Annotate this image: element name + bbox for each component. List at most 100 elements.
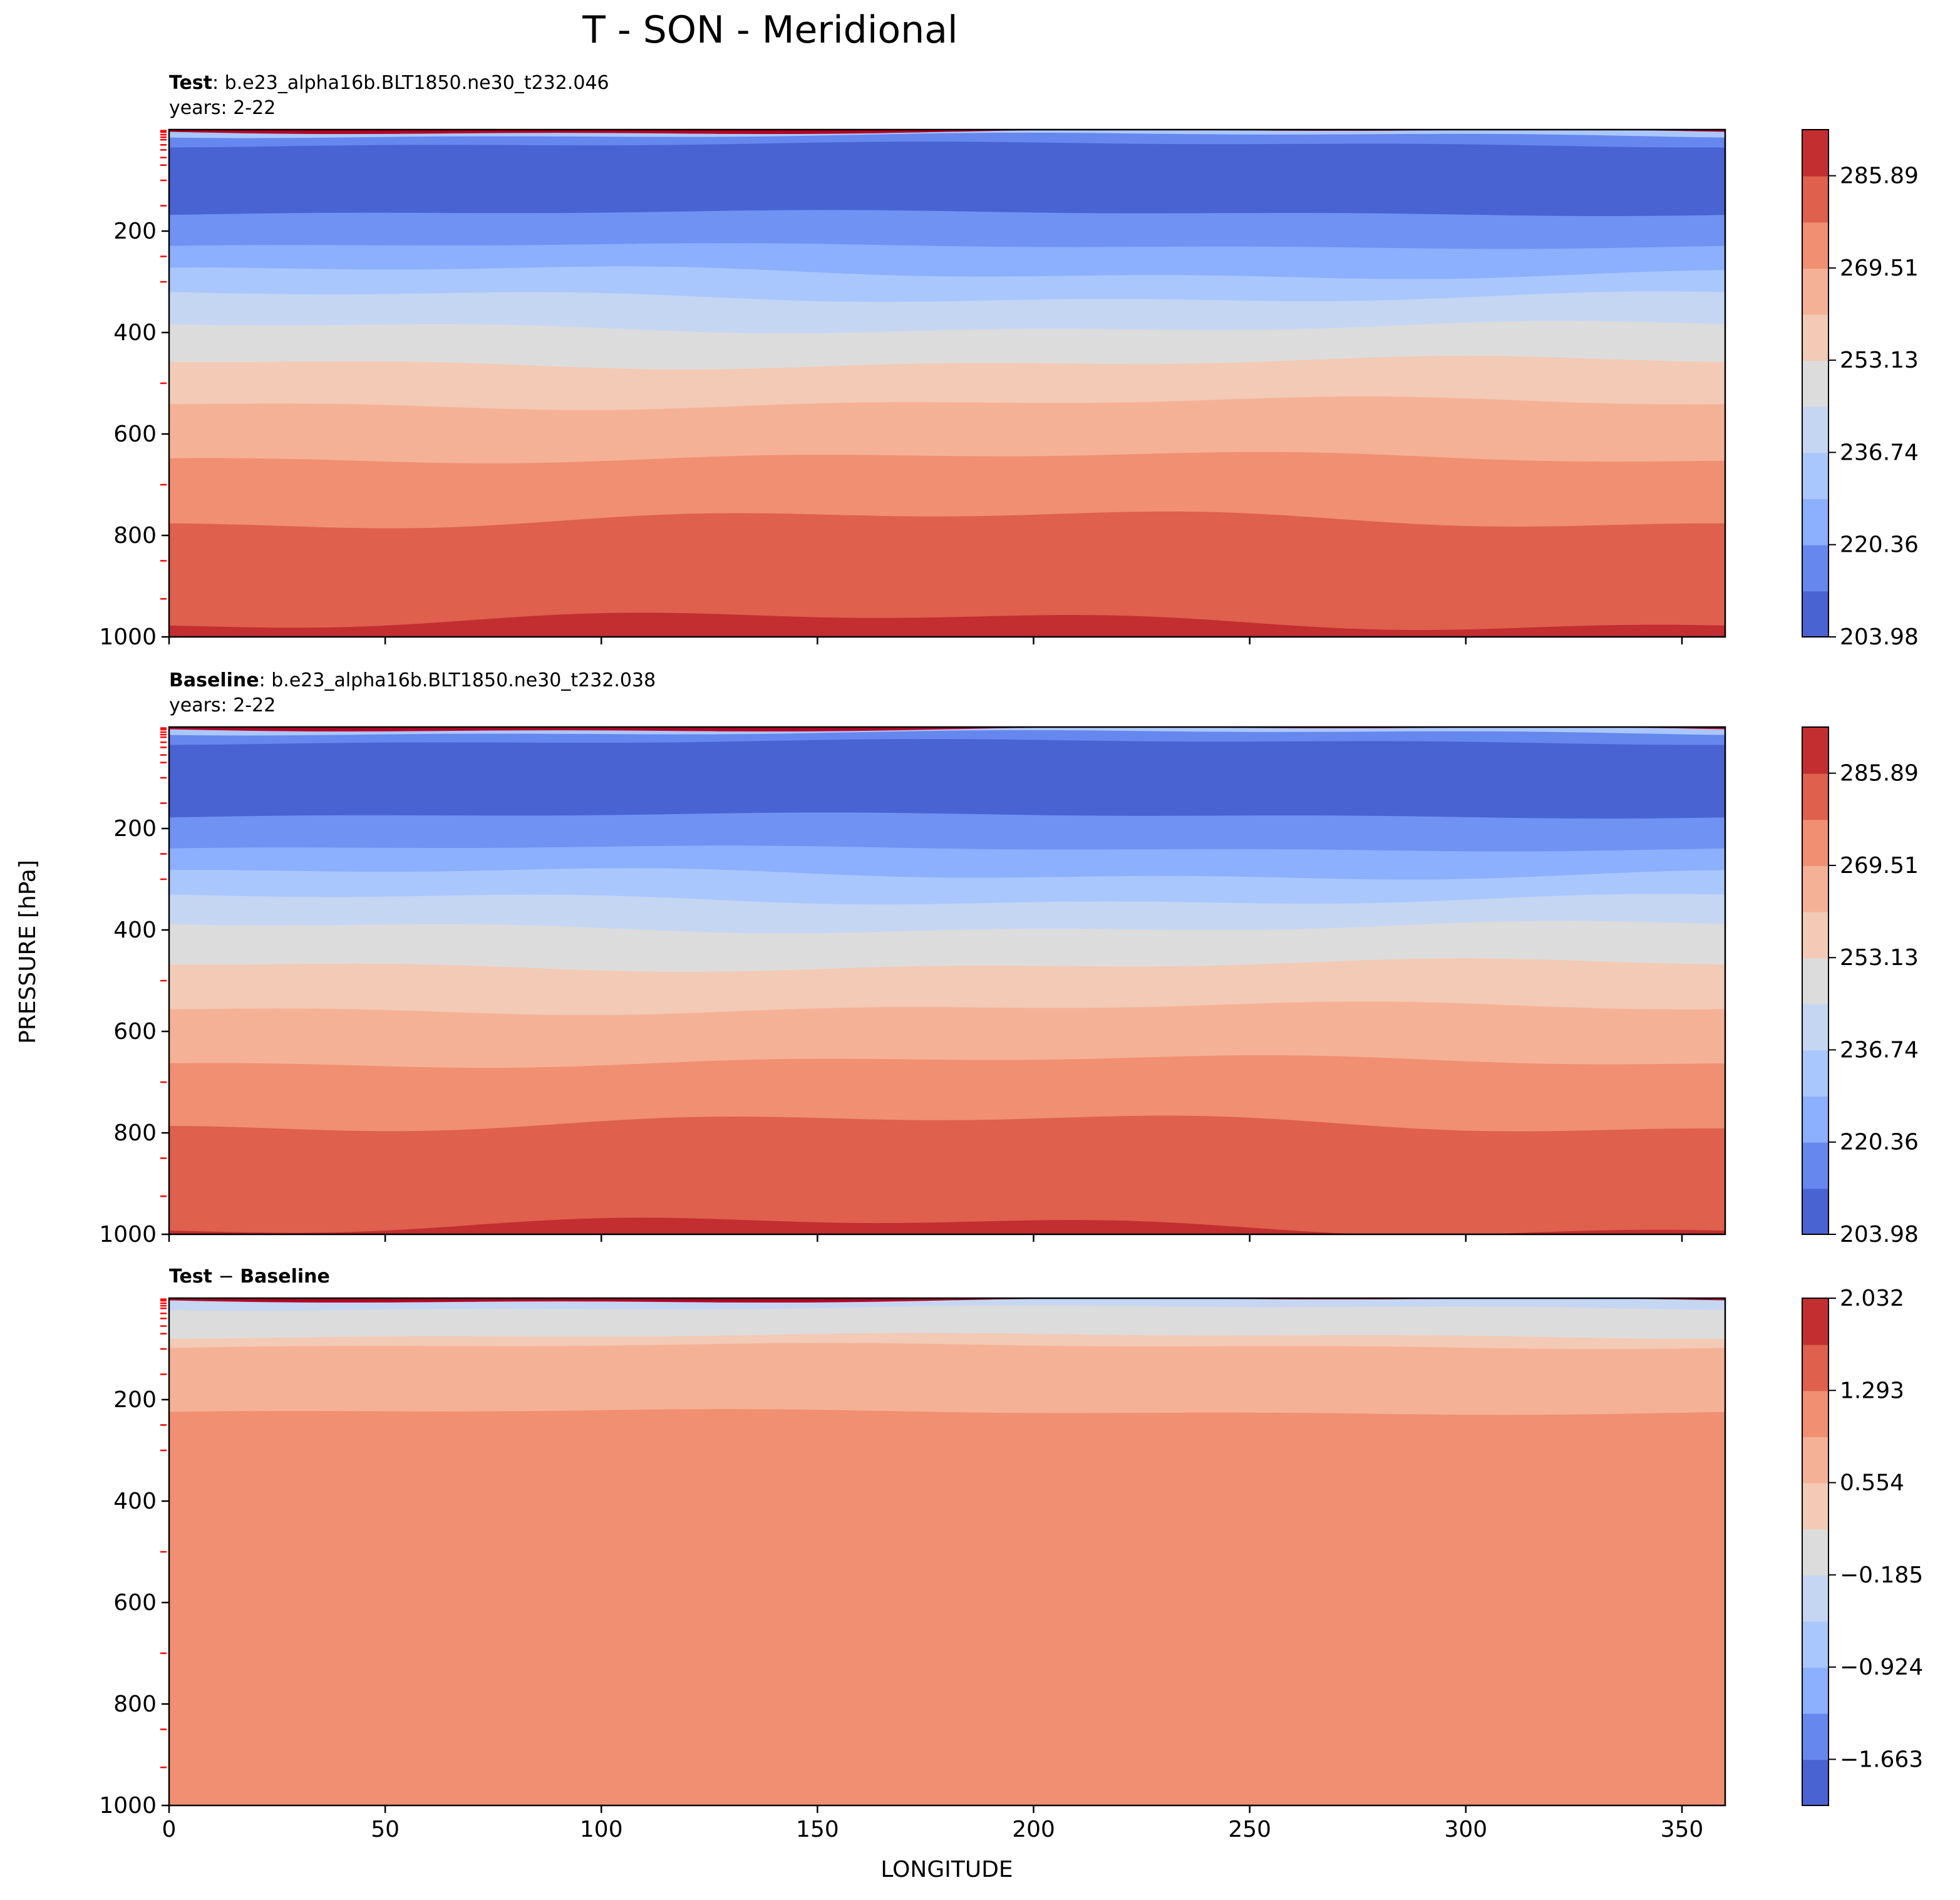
colorbar-segment xyxy=(1802,1344,1828,1391)
colorbar-segment xyxy=(1802,544,1828,592)
colorbar-tick-label: 203.98 xyxy=(1840,1222,1919,1247)
colorbar-segment xyxy=(1802,1298,1828,1345)
panel-diff-title: Test − Baseline xyxy=(169,1266,330,1288)
y-tick-label: 200 xyxy=(113,816,157,842)
contour-band-peach2 xyxy=(168,1343,1726,1416)
colorbar-segment xyxy=(1802,1482,1828,1530)
colorbar-segment xyxy=(1802,773,1828,820)
y-tick-label: 800 xyxy=(113,523,157,549)
colorbar-segment xyxy=(1802,1390,1828,1437)
y-tick-label: 400 xyxy=(113,917,157,943)
y-tick-label: 200 xyxy=(113,1387,157,1413)
colorbar-segment xyxy=(1802,865,1828,912)
colorbar-segment xyxy=(1802,314,1828,361)
y-tick-label: 1000 xyxy=(99,624,157,650)
panel-diff-title-bold2: Baseline xyxy=(240,1266,330,1288)
colorbar-tick-label: 269.51 xyxy=(1840,256,1919,281)
colorbar-tick-label: −0.185 xyxy=(1840,1562,1923,1588)
y-tick-label: 800 xyxy=(113,1691,157,1717)
y-tick-label: 1000 xyxy=(99,1793,157,1819)
panel-test-plot xyxy=(168,129,1726,638)
contour-band-blue2 xyxy=(168,210,1726,250)
y-tick-label: 600 xyxy=(113,421,157,447)
colorbar-tick-label: 253.13 xyxy=(1840,348,1919,373)
colorbar-frame xyxy=(1802,726,1829,1235)
colorbar-tick-label: 236.74 xyxy=(1840,440,1919,465)
colorbar-segment xyxy=(1802,819,1828,866)
colorbar-segment xyxy=(1802,958,1828,1004)
panel-test-colorbar: 203.98 220.36 236.74 253.13 269.51 285.89 xyxy=(1802,129,1919,650)
x-tick-label: 350 xyxy=(1661,1817,1704,1842)
colorbar-tick-label: 285.89 xyxy=(1840,761,1919,787)
y-tick-label: 400 xyxy=(113,1489,157,1514)
panel-diff-colorbar: −1.663 −0.924 −0.185 0.554 1.293 2.032 xyxy=(1802,1286,1923,1806)
panel-test: Test: b.e23_alpha16b.BLT1850.ne30_t232.0… xyxy=(99,72,1919,650)
x-tick-label: 0 xyxy=(162,1817,177,1842)
contour-band-darkest xyxy=(168,142,1726,217)
y-tick-label: 600 xyxy=(113,1019,157,1045)
colorbar-segment xyxy=(1802,1003,1828,1051)
colorbar-segment xyxy=(1802,727,1828,774)
colorbar-segment xyxy=(1802,1667,1828,1714)
colorbar-tick-label: 269.51 xyxy=(1840,853,1919,879)
panel-baseline: Baseline: b.e23_alpha16b.BLT1850.ne30_t2… xyxy=(99,669,1919,1247)
contour-band-salmon xyxy=(168,1409,1726,1806)
panel-baseline-plot xyxy=(168,726,1726,1235)
colorbar-segment xyxy=(1802,222,1828,269)
y-axis-label: PRESSURE [hPa] xyxy=(15,860,41,1044)
colorbar-segment xyxy=(1802,1096,1828,1143)
contour-band-blue2 xyxy=(168,812,1726,852)
colorbar-segment xyxy=(1802,1621,1828,1668)
plot-frame xyxy=(168,128,1726,638)
colorbar-tick-label: −0.924 xyxy=(1840,1655,1923,1680)
contour-band-darkest xyxy=(168,739,1726,820)
plot-frame xyxy=(168,726,1726,1236)
colorbar-tick-label: 1.293 xyxy=(1840,1378,1904,1403)
x-tick-label: 100 xyxy=(580,1817,623,1842)
panel-baseline-title: Baseline: b.e23_alpha16b.BLT1850.ne30_t2… xyxy=(169,669,656,691)
colorbar-segment xyxy=(1802,1050,1828,1097)
x-tick-label: 50 xyxy=(371,1817,400,1842)
contour-band-peach2 xyxy=(168,1001,1726,1069)
panel-baseline-title-bold: Baseline xyxy=(169,669,259,691)
x-tick-label: 200 xyxy=(1012,1817,1055,1842)
panel-diff-plot xyxy=(168,1298,1726,1806)
colorbar-frame xyxy=(1802,129,1829,638)
colorbar-tick-label: 236.74 xyxy=(1840,1037,1919,1063)
colorbar-segment xyxy=(1802,452,1828,500)
panel-test-title-rest: : b.e23_alpha16b.BLT1850.ne30_t232.046 xyxy=(212,72,609,94)
colorbar-tick-label: 285.89 xyxy=(1840,163,1919,189)
colorbar-segment xyxy=(1802,360,1828,407)
y-tick-label: 600 xyxy=(113,1590,157,1616)
panel-baseline-colorbar: 203.98 220.36 236.74 253.13 269.51 285.89 xyxy=(1802,726,1919,1247)
colorbar-segment xyxy=(1802,267,1828,315)
panel-test-years: years: 2-22 xyxy=(169,97,276,119)
panel-diff-title-bold: Test xyxy=(169,1266,212,1288)
colorbar-tick-label: 0.554 xyxy=(1840,1470,1904,1496)
contour-band-red1 xyxy=(168,511,1726,631)
colorbar-frame xyxy=(1802,1298,1829,1806)
contour-band-peach2 xyxy=(168,396,1726,464)
colorbar-tick-label: 203.98 xyxy=(1840,624,1919,650)
figure-suptitle: T - SON - Meridional xyxy=(582,8,957,52)
y-tick-label: 800 xyxy=(113,1120,157,1146)
colorbar-tick-label: −1.663 xyxy=(1840,1747,1923,1772)
plot-frame xyxy=(168,1297,1726,1807)
colorbar-segment xyxy=(1802,911,1828,959)
y-tick-label: 1000 xyxy=(99,1222,157,1247)
y-tick-label: 400 xyxy=(113,320,157,346)
colorbar-segment xyxy=(1802,175,1828,223)
panel-test-title-bold: Test xyxy=(169,72,212,94)
panel-baseline-title-rest: : b.e23_alpha16b.BLT1850.ne30_t232.038 xyxy=(259,669,656,691)
colorbar-segment xyxy=(1802,1188,1828,1235)
colorbar-segment xyxy=(1802,591,1828,638)
colorbar-tick-label: 220.36 xyxy=(1840,532,1919,558)
colorbar-tick-label: 2.032 xyxy=(1840,1286,1904,1311)
colorbar-segment xyxy=(1802,1436,1828,1484)
colorbar-segment xyxy=(1802,498,1828,545)
colorbar-segment xyxy=(1802,1759,1828,1806)
contour-band-red1 xyxy=(168,1115,1726,1235)
